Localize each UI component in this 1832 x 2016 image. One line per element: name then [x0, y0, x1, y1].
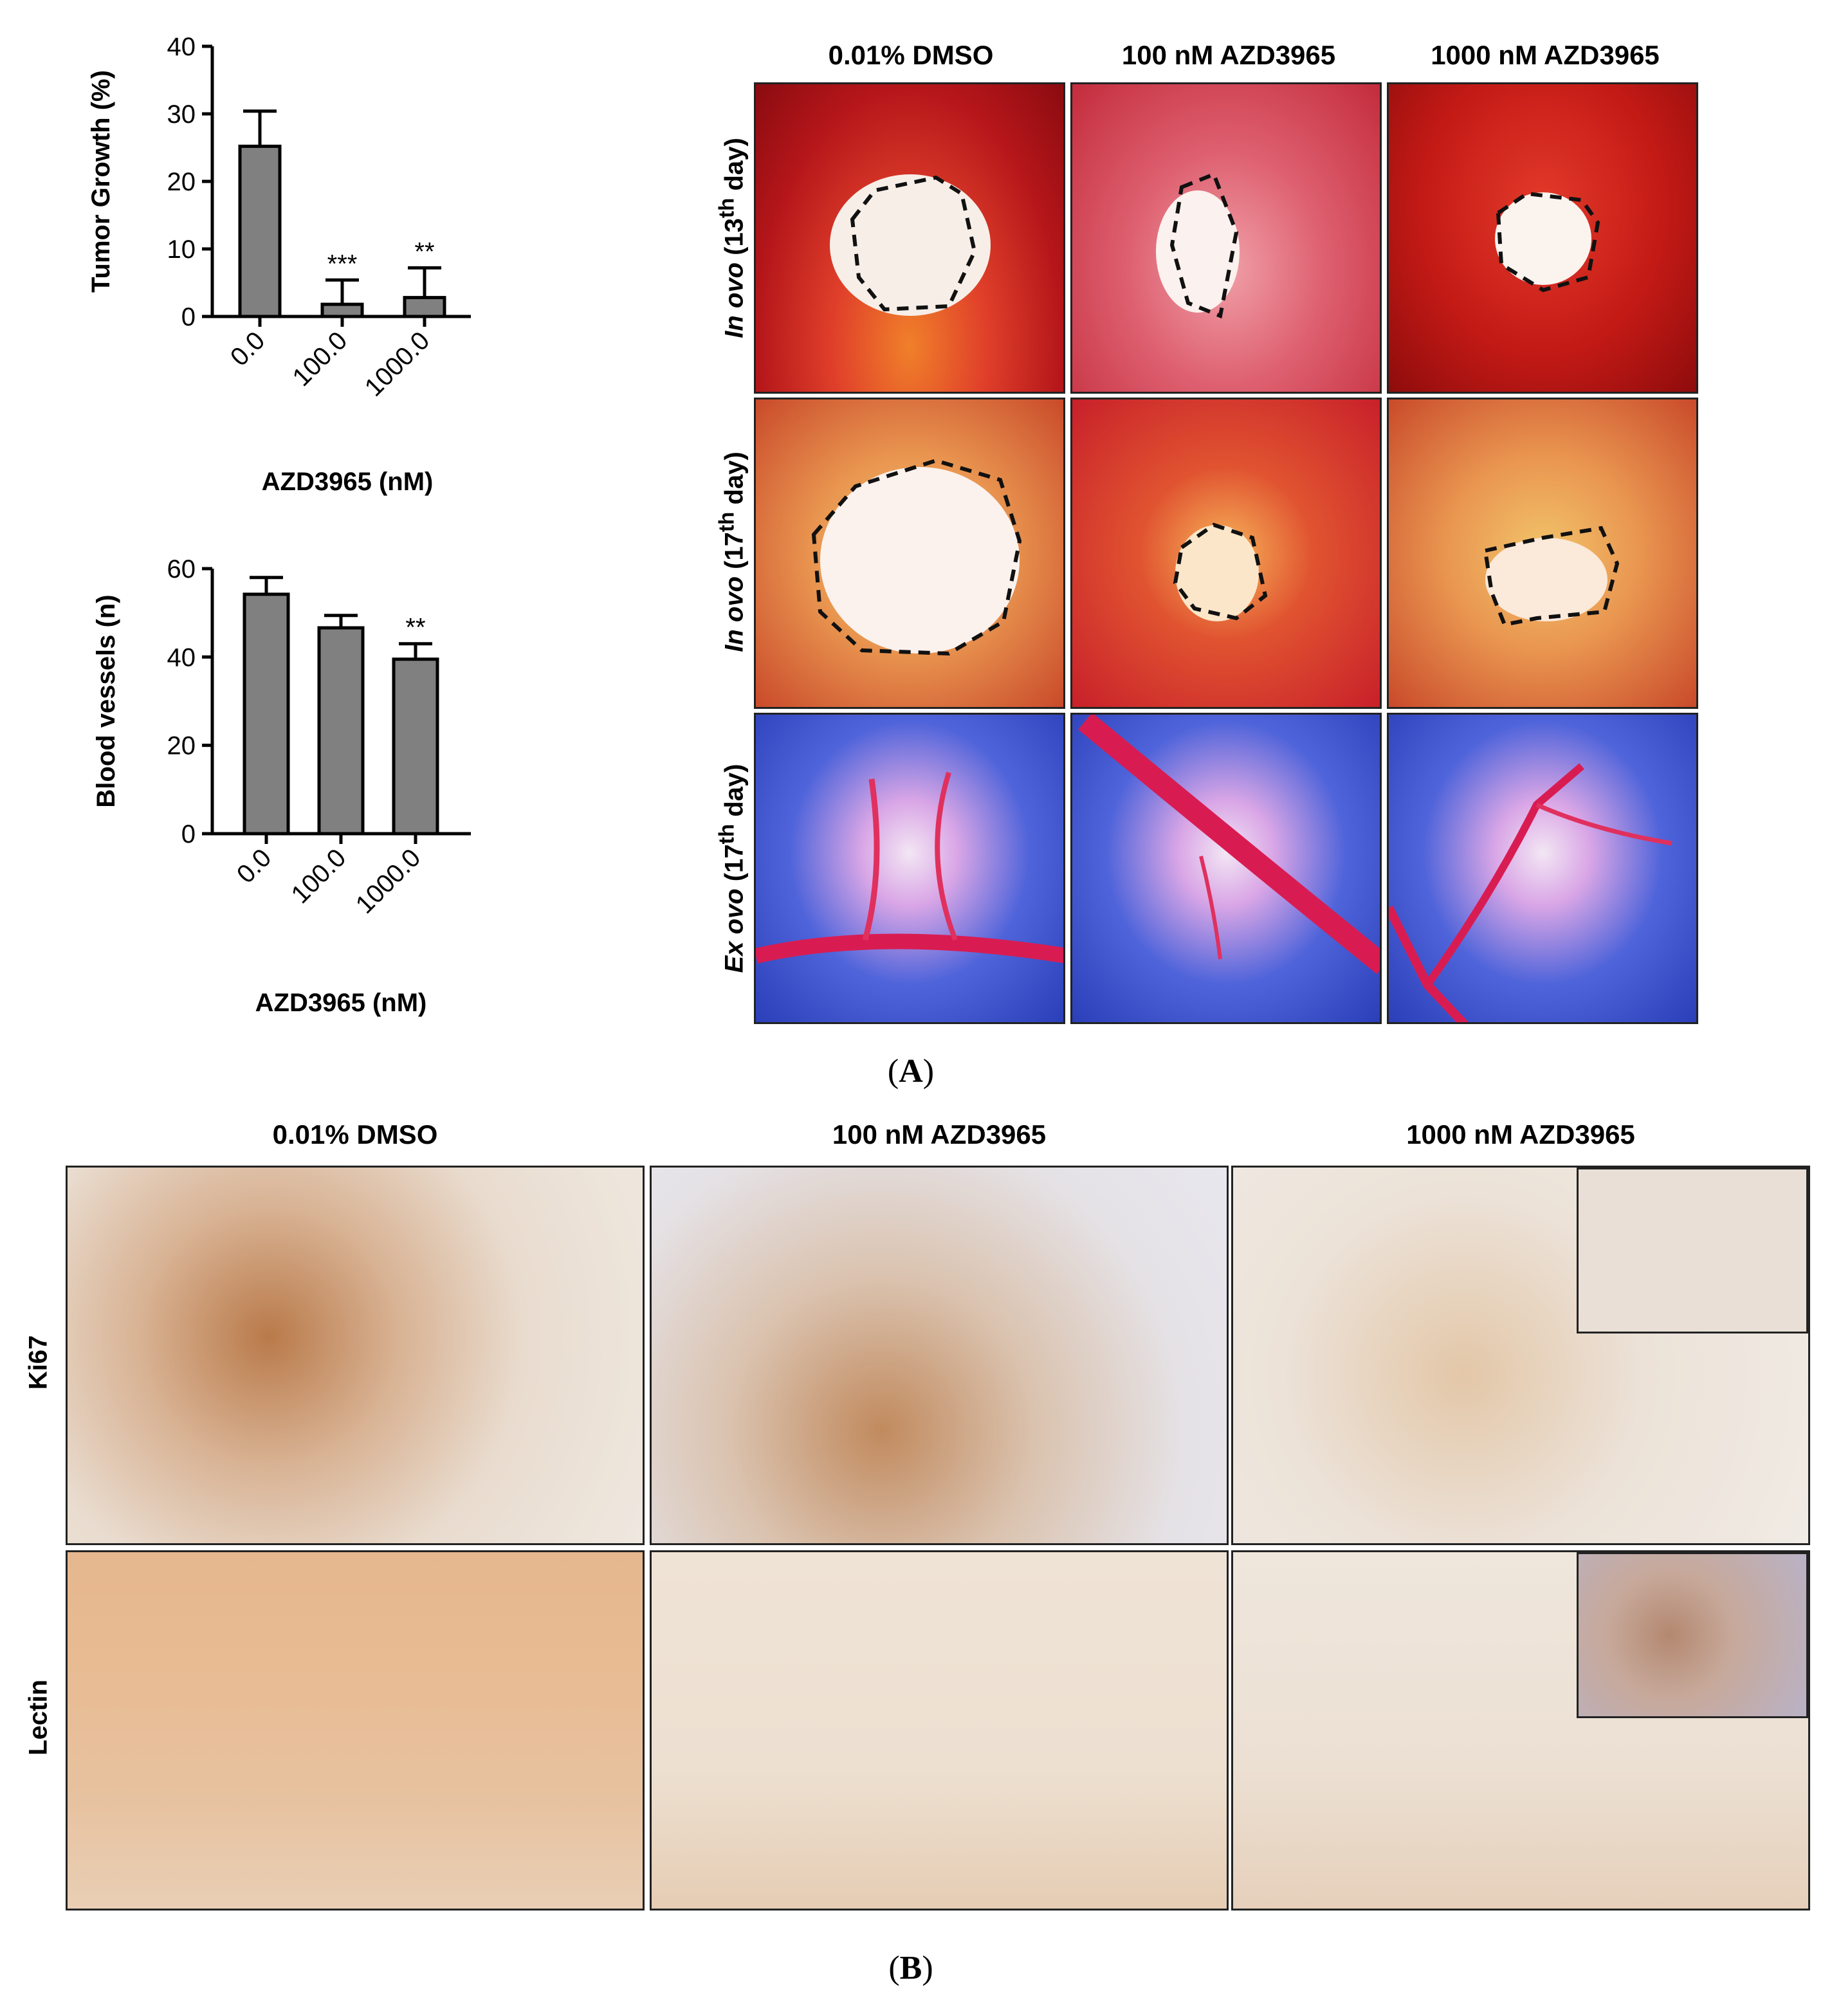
tumor-growth-x-axis-label: AZD3965 (nM): [262, 468, 434, 496]
photo-in-ovo-17-100nm: [1070, 398, 1382, 709]
blood-vessels-y-tick-label: 60: [167, 555, 196, 583]
tumor-growth-bar: [403, 296, 446, 318]
blood-vessels-y-tick-label: 0: [181, 820, 196, 848]
row-label-in-ovo-17: In ovo (17th day): [715, 452, 749, 652]
blood-vessels-bar: [317, 626, 365, 836]
tumor-growth-significance-label: **: [414, 237, 434, 266]
blood-vessels-bar: [243, 592, 290, 836]
tumor-growth-y-tick-label: 0: [181, 303, 196, 331]
blood-vessels-x-tick-label: 1000.0: [351, 843, 426, 919]
tumor-growth-y-tick-label: 30: [167, 100, 196, 129]
photo-in-ovo-13-dmso: [754, 82, 1065, 394]
tumor-growth-bar: [320, 302, 364, 318]
tumor-growth-y-tick-label: 20: [167, 168, 196, 196]
panel-b-label: (B): [888, 1950, 933, 1986]
ihc-ki67-100nm: [650, 1166, 1229, 1545]
photo-ex-ovo-17-dmso: [754, 713, 1065, 1024]
blood-vessels-y-axis-label: Blood vessels (n): [92, 594, 120, 807]
ihc-lectin-1000nm: [1231, 1550, 1810, 1911]
blood-vessels-y-tick-label: 20: [167, 732, 196, 760]
photo-in-ovo-13-1000nm: [1387, 82, 1698, 394]
panel-a-label: (A): [887, 1053, 935, 1090]
photo-ex-ovo-17-100nm: [1070, 713, 1382, 1024]
blood-vessels-bar: [392, 657, 439, 836]
row-label-ki67: Ki67: [24, 1335, 53, 1390]
blood-vessels-x-axis-label: AZD3965 (nM): [255, 989, 427, 1017]
tumor-growth-y-tick-label: 40: [167, 33, 196, 61]
panel-b-header-dmso: 0.01% DMSO: [272, 1119, 438, 1150]
photo-in-ovo-13-100nm: [1070, 82, 1382, 394]
photo-ex-ovo-17-1000nm: [1387, 713, 1698, 1024]
panel-a-header-100nm: 100 nM AZD3965: [1121, 40, 1336, 70]
tumor-growth-x-tick-label: 1000.0: [360, 326, 435, 402]
panel-b-header-1000nm: 1000 nM AZD3965: [1406, 1119, 1635, 1150]
panel-a-header-dmso: 0.01% DMSO: [828, 40, 994, 70]
tumor-growth-x-tick-label: 100.0: [287, 326, 353, 392]
blood-vessels-significance-label: **: [405, 614, 425, 642]
blood-vessels-x-tick-label: 100.0: [286, 843, 351, 909]
panel-b-header-100nm: 100 nM AZD3965: [832, 1119, 1047, 1150]
row-label-lectin: Lectin: [24, 1680, 53, 1755]
ihc-ki67-dmso: [66, 1166, 645, 1545]
row-label-ex-ovo-17: Ex ovo (17th day): [715, 764, 749, 973]
ihc-lectin-dmso: [66, 1550, 645, 1911]
ihc-lectin-100nm: [650, 1550, 1229, 1911]
ihc-ki67-1000nm: [1231, 1166, 1810, 1545]
photo-in-ovo-17-dmso: [754, 398, 1065, 709]
tumor-growth-bar: [238, 144, 282, 318]
ihc-ki67-1000nm-inset: [1577, 1168, 1808, 1333]
tumor-growth-significance-label: ***: [327, 250, 358, 278]
tumor-growth-y-tick-label: 10: [167, 235, 196, 264]
tumor-growth-chart: 0 10 20 30 40 0.0 100.0 *** 1000.0 ** Tumor Growth…: [87, 33, 471, 496]
blood-vessels-x-tick-label: 0.0: [232, 843, 277, 888]
row-label-in-ovo-13: In ovo (13th day): [715, 138, 749, 338]
ihc-lectin-1000nm-inset: [1577, 1552, 1808, 1718]
tumor-growth-y-axis-label: Tumor Growth (%): [87, 70, 115, 293]
panel-a-header-1000nm: 1000 nM AZD3965: [1431, 40, 1660, 70]
blood-vessels-y-tick-label: 40: [167, 643, 196, 672]
photo-in-ovo-17-1000nm: [1387, 398, 1698, 709]
tumor-growth-x-tick-label: 0.0: [225, 326, 270, 371]
